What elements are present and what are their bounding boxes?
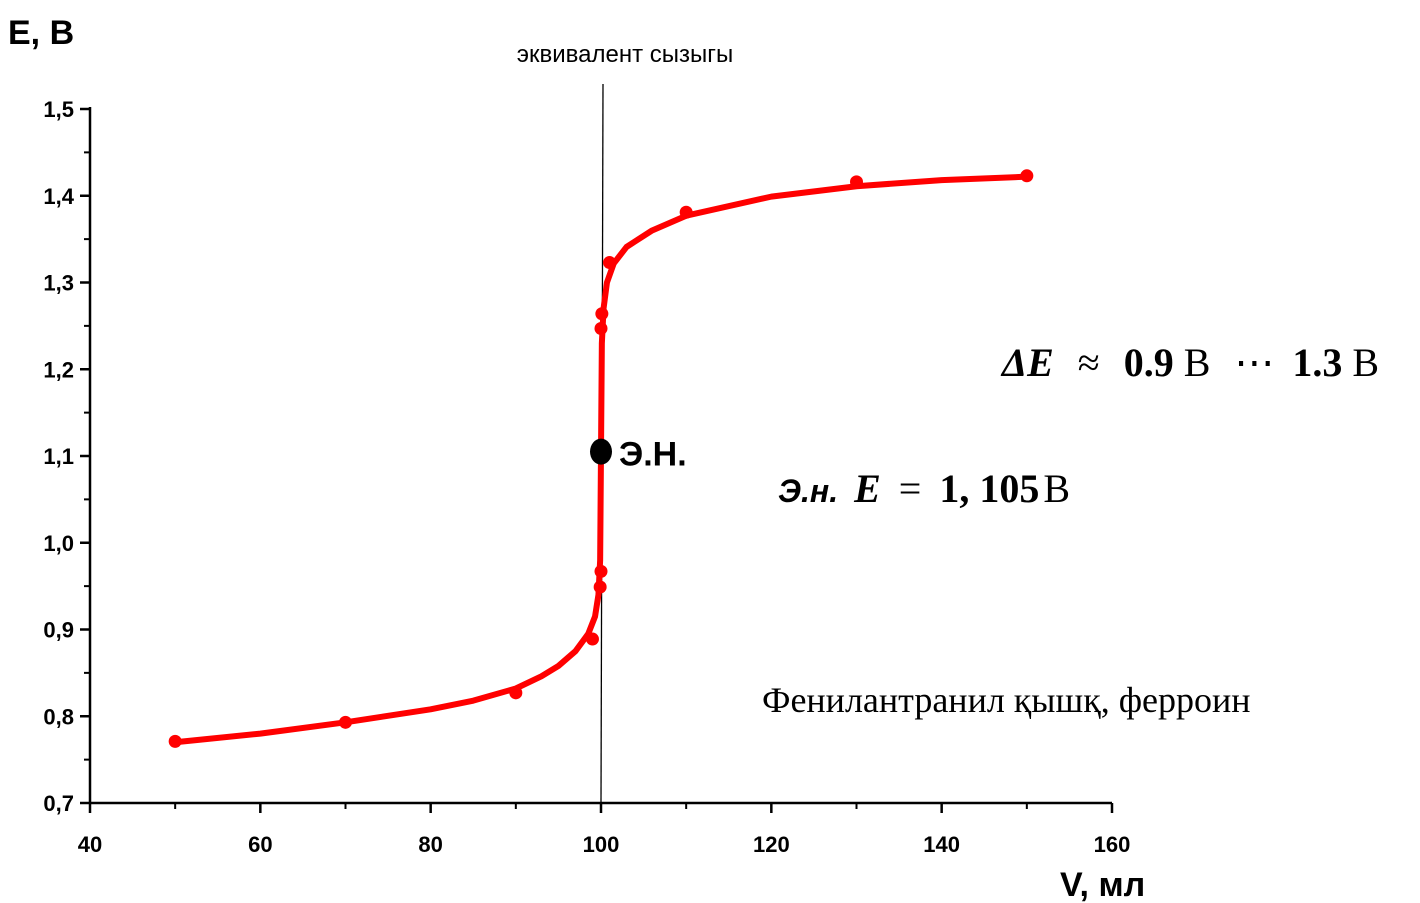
delta-e-dots: ⋯ xyxy=(1234,340,1274,385)
x-tick-label: 100 xyxy=(583,832,620,857)
y-tick-label: 1,0 xyxy=(43,531,74,556)
data-point xyxy=(1020,169,1034,183)
x-tick-label: 60 xyxy=(248,832,272,857)
x-tick-label: 160 xyxy=(1094,832,1131,857)
y-axis-title: E, B xyxy=(8,14,74,52)
equivalence-point-marker xyxy=(590,438,612,465)
delta-e-high: 1.3 xyxy=(1292,340,1342,385)
y-tick-label: 1,3 xyxy=(43,271,74,296)
data-points xyxy=(168,169,1034,748)
ep-value-unit: В xyxy=(1043,466,1070,511)
data-point xyxy=(593,580,607,594)
x-tick-label: 80 xyxy=(418,832,442,857)
delta-e-symbol: ΔE xyxy=(1000,340,1054,385)
delta-e-approx: ≈ xyxy=(1078,340,1100,385)
ticks xyxy=(80,107,1114,813)
x-tick-label: 140 xyxy=(923,832,960,857)
data-point xyxy=(594,321,608,335)
x-tick-label: 120 xyxy=(753,832,790,857)
equivalence-line-label: эквивалент сызыгы xyxy=(517,41,734,68)
delta-e-low: 0.9 xyxy=(1124,340,1174,385)
y-tick-label: 1,4 xyxy=(43,184,74,209)
tick-labels: 40 60 80 100 120 140 160 0,7 0,8 0,9 1,0 1,1 1,2 1,3 1… xyxy=(43,97,1130,857)
y-tick-label: 0,8 xyxy=(43,704,74,729)
data-point xyxy=(603,256,617,270)
delta-e-high-unit: В xyxy=(1352,340,1379,385)
ep-value-equals: = xyxy=(899,466,922,511)
x-tick-label: 40 xyxy=(78,832,102,857)
y-tick-label: 1,2 xyxy=(43,357,74,382)
data-point xyxy=(595,307,609,321)
equivalence-point-label: Э.Н. xyxy=(619,436,687,474)
y-tick-label: 1,1 xyxy=(43,444,74,469)
ep-value-symbol: E xyxy=(853,466,881,511)
data-point xyxy=(509,686,523,700)
data-point xyxy=(585,632,599,646)
y-tick-label: 0,9 xyxy=(43,618,74,643)
ep-value-number: 1, 105 xyxy=(939,466,1039,511)
y-tick-label: 1,5 xyxy=(43,97,74,122)
indicator-annotation: Фенилантранил қышқ, ферроин xyxy=(762,680,1251,720)
delta-e-low-unit: В xyxy=(1184,340,1211,385)
data-point xyxy=(168,734,182,748)
ep-value-annotation: Э.н. E = 1, 105 В xyxy=(778,466,1070,511)
data-point xyxy=(594,564,608,578)
data-point xyxy=(679,205,693,219)
data-point xyxy=(850,175,863,189)
data-point xyxy=(339,715,352,729)
y-tick-label: 0,7 xyxy=(43,791,74,816)
ep-value-prefix: Э.н. xyxy=(778,473,838,509)
delta-e-annotation: ΔE ≈ 0.9 В ⋯ 1.3 В xyxy=(1000,340,1379,385)
x-axis-title: V, мл xyxy=(1060,866,1145,903)
